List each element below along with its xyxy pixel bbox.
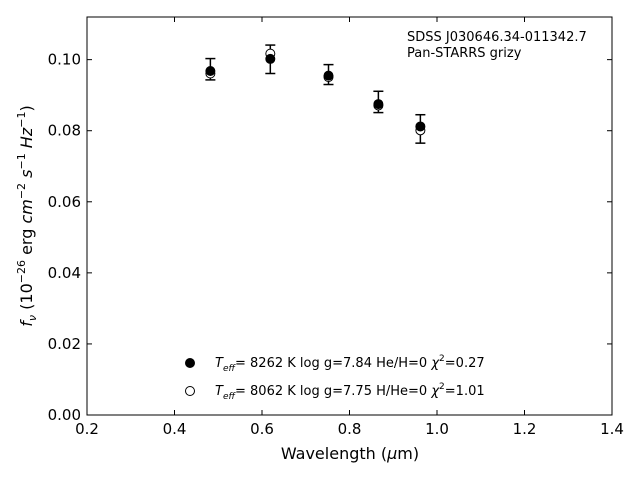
x-tick-label: 0.6 — [250, 420, 274, 438]
legend-label-open: Teff= 8062 K log g=7.75 H/He=0 χ2=1.01 — [215, 382, 485, 402]
x-tick-label: 1.0 — [425, 420, 449, 438]
y-tick-label: 0.10 — [48, 51, 81, 69]
model-point-filled — [265, 53, 276, 64]
annotation-survey: Pan-STARRS grizy — [407, 46, 522, 61]
plot-frame — [86, 16, 613, 416]
annotation-object: SDSS J030646.34-011342.7 — [407, 30, 587, 45]
y-axis-label: fν (10−26 erg cm−2 s−1 Hz−1) — [15, 105, 39, 326]
legend-entry-open: Teff= 8062 K log g=7.75 H/He=0 χ2=1.01 — [185, 382, 485, 402]
x-tick-label: 1.2 — [513, 420, 537, 438]
legend: Teff= 8262 K log g=7.84 He/H=0 χ2=0.27 T… — [185, 354, 485, 402]
legend-entry-filled: Teff= 8262 K log g=7.84 He/H=0 χ2=0.27 — [185, 354, 485, 374]
x-tick-label: 1.4 — [600, 420, 624, 438]
legend-label-filled: Teff= 8262 K log g=7.84 He/H=0 χ2=0.27 — [215, 354, 485, 374]
legend-marker-open — [185, 386, 195, 396]
model-point-filled — [373, 99, 384, 110]
y-tick-label: 0.08 — [48, 122, 81, 140]
y-tick-label: 0.00 — [48, 406, 81, 424]
model-point-filled — [323, 70, 334, 81]
y-tick-label: 0.06 — [48, 193, 81, 211]
x-tick-label: 0.4 — [163, 420, 187, 438]
model-point-filled — [415, 121, 426, 132]
model-point-filled — [205, 66, 216, 77]
data-points — [205, 44, 426, 144]
y-tick-label: 0.02 — [48, 335, 81, 353]
x-tick-label: 0.8 — [338, 420, 362, 438]
x-axis-label: Wavelength (μm) — [281, 444, 419, 463]
legend-marker-filled — [185, 358, 195, 368]
y-tick-label: 0.04 — [48, 264, 81, 282]
tick-labels: 0.2 0.4 0.6 0.8 1.0 1.2 1.4 0.00 0.02 0.04 0.06 0.0… — [48, 51, 624, 438]
x-tick-label: 0.2 — [75, 420, 99, 438]
chart-annotation: SDSS J030646.34-011342.7 Pan-STARRS griz… — [407, 30, 587, 61]
